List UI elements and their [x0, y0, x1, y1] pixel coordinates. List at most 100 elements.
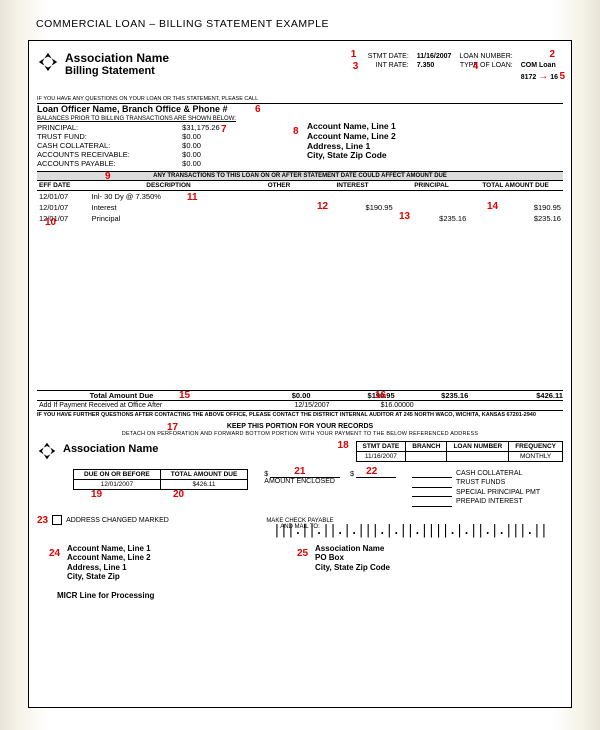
- cell: Principal: [90, 213, 248, 224]
- apply-list: CASH COLLATERAL TRUST FUNDS SPECIAL PRIN…: [412, 469, 540, 507]
- cell: [468, 191, 563, 202]
- txn-bar-text: ANY TRANSACTIONS TO THIS LOAN ON OR AFTE…: [153, 173, 447, 179]
- addr-line: PO Box: [315, 553, 563, 562]
- micr-line: MICR Line for Processing: [57, 591, 563, 600]
- stub-h: BRANCH: [406, 442, 447, 452]
- stub-v: [447, 452, 509, 462]
- int-rate: 7.350: [414, 62, 455, 69]
- stub-mid: DUE ON OR BEFORE TOTAL AMOUNT DUE 12/01/…: [37, 469, 563, 507]
- annotation-10: 10: [45, 217, 56, 228]
- detach-note: DETACH ON PERFORATION AND FORWARD BOTTOM…: [37, 431, 563, 437]
- annotation-1: 1: [351, 49, 357, 60]
- annotation-22: 22: [366, 466, 377, 477]
- annotation-9: 9: [105, 171, 111, 182]
- extra-code: 8172: [521, 74, 537, 81]
- annotation-6: 6: [255, 104, 261, 115]
- amount-enclosed: $ AMOUNT ENCLOSED 21: [264, 469, 340, 485]
- stub-association: Association Name: [63, 443, 158, 455]
- txn-body: 12/01/07 Inl- 30 Dy @ 7.350% 12/01/07 In…: [37, 191, 563, 391]
- cell: 12/01/07: [37, 191, 90, 202]
- address-changed-label: ADDRESS CHANGED MARKED: [66, 517, 169, 524]
- loan-officer: Loan Officer Name, Branch Office & Phone…: [37, 104, 228, 114]
- header: Association Name Billing Statement STMT …: [37, 51, 563, 84]
- add-if-date: 12/15/2007: [247, 401, 331, 410]
- bal-v: $0.00: [182, 150, 279, 159]
- due-v: $426.11: [160, 480, 248, 490]
- annotation-3: 3: [353, 61, 359, 72]
- cell: Inl- 30 Dy @ 7.350%: [90, 191, 248, 202]
- extra-right: 16: [550, 74, 558, 81]
- annotation-17: 17: [167, 422, 178, 433]
- dollar-blank: $ 22: [350, 469, 396, 478]
- bal-v: $31,175.26: [182, 123, 279, 132]
- balances-row: BALANCES PRIOR TO BILLING TRANSACTIONS A…: [37, 116, 563, 168]
- cell: Interest: [90, 202, 248, 213]
- annotation-2: 2: [549, 49, 555, 60]
- type-of-loan: COM Loan: [518, 62, 561, 69]
- due-h: TOTAL AMOUNT DUE: [160, 470, 248, 480]
- txn-totals: Total Amount Due $0.00 $190.95 $235.16 $…: [37, 391, 563, 401]
- cell: [247, 191, 310, 202]
- apply-item: SPECIAL PRINCIPAL PMT: [456, 489, 540, 496]
- payment-stub: Association Name STMT DATE BRANCH LOAN N…: [37, 441, 563, 600]
- total-principal: $235.16: [395, 391, 469, 400]
- header-fields: STMT DATE: 11/16/2007 LOAN NUMBER: INT R…: [363, 51, 563, 84]
- annotation-19: 19: [91, 489, 102, 500]
- annotation-15: 15: [179, 390, 190, 401]
- mailing-address: Account Name, Line 1 Account Name, Line …: [307, 122, 396, 168]
- logo-icon: [37, 51, 59, 75]
- col-other: OTHER: [247, 181, 310, 190]
- bal-k: TRUST FUND:: [37, 132, 182, 141]
- annotation-16: 16: [375, 390, 386, 401]
- stub-v: 11/16/2007: [356, 452, 406, 462]
- annotation-23: 23: [37, 515, 48, 526]
- annotation-11: 11: [187, 192, 198, 203]
- barcode: |||.||.||.|.|||.|.||.||||.|.||.|.|||.||: [37, 526, 547, 536]
- due-boxes: DUE ON OR BEFORE TOTAL AMOUNT DUE 12/01/…: [73, 469, 248, 490]
- billing-statement-label: Billing Statement: [65, 65, 169, 77]
- col-date: EFF DATE: [37, 181, 90, 190]
- addr-line: City, State Zip Code: [315, 563, 563, 572]
- apply-item: TRUST FUNDS: [456, 479, 505, 486]
- logo-icon: [37, 441, 57, 463]
- addr-line: Association Name: [315, 544, 563, 553]
- annotation-20: 20: [173, 489, 184, 500]
- keep-text: KEEP THIS PORTION FOR YOUR RECORDS: [227, 423, 373, 430]
- stub-h: STMT DATE: [356, 442, 406, 452]
- arrow-icon: →: [538, 71, 548, 82]
- col-principal: PRINCIPAL: [395, 181, 469, 190]
- document: Association Name Billing Statement STMT …: [28, 40, 572, 708]
- col-desc: DESCRIPTION: [90, 181, 248, 190]
- total-amount: $426.11: [468, 391, 563, 400]
- bal-k: ACCOUNTS PAYABLE:: [37, 159, 182, 168]
- add-if-int: $16.00000: [332, 401, 416, 410]
- col-interest: INTEREST: [311, 181, 395, 190]
- stub-h: FREQUENCY: [509, 442, 563, 452]
- address-changed: 23 ADDRESS CHANGED MARKED: [37, 515, 563, 526]
- apply-item: CASH COLLATERAL: [456, 470, 522, 477]
- int-rate-label: INT RATE:: [365, 62, 412, 69]
- page-title: COMMERCIAL LOAN – BILLING STATEMENT EXAM…: [36, 18, 572, 30]
- total-other: $0.00: [247, 391, 310, 400]
- amount-enclosed-label: AMOUNT ENCLOSED: [264, 478, 340, 485]
- annotation-24: 24: [49, 548, 60, 560]
- checkbox[interactable]: [52, 515, 62, 525]
- apply-item: PREPAID INTEREST: [456, 498, 523, 505]
- annotation-8: 8: [293, 126, 299, 138]
- annotation-21: 21: [294, 466, 305, 477]
- bal-k: PRINCIPAL:: [37, 123, 182, 132]
- addr-line: City, State Zip: [67, 572, 315, 581]
- stmt-date: 11/16/2007: [414, 53, 455, 60]
- association-name: Association Name: [65, 51, 169, 65]
- bal-k: ACCOUNTS RECEIVABLE:: [37, 150, 182, 159]
- addr-line: Account Name, Line 2: [67, 553, 315, 562]
- keep-portion: KEEP THIS PORTION FOR YOUR RECORDS 17: [37, 423, 563, 430]
- type-of-loan-label: TYPE OF LOAN:: [456, 62, 515, 69]
- annotation-13: 13: [399, 211, 410, 222]
- stmt-date-label: STMT DATE:: [365, 53, 412, 60]
- annotation-12: 12: [317, 201, 328, 212]
- cell: $235.16: [468, 213, 563, 224]
- annotation-4: 4: [473, 61, 479, 72]
- txn-header-row: EFF DATE DESCRIPTION OTHER INTEREST PRIN…: [37, 181, 563, 191]
- annotation-5: 5: [559, 71, 565, 82]
